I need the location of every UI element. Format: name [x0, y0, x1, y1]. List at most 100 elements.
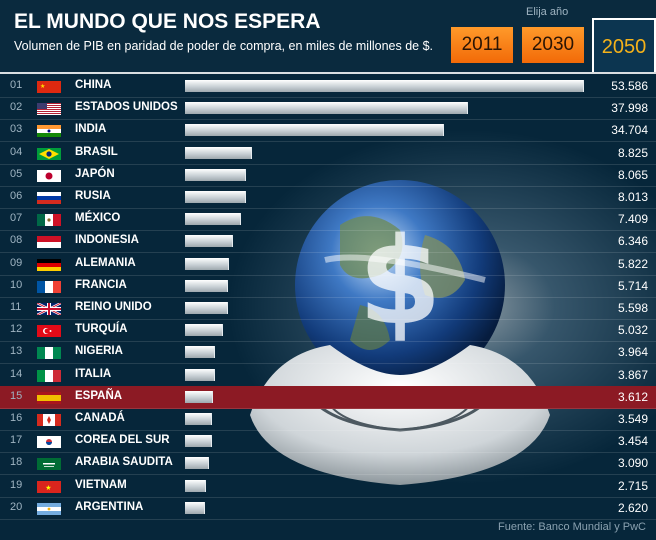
gdp-bar [185, 413, 213, 425]
flag-india-icon [37, 124, 61, 138]
table-row: 02 ESTADOS UNIDOS 37.998 [0, 97, 656, 121]
flag-italy-icon [37, 369, 61, 382]
country-name: MÉXICO [75, 212, 121, 225]
rank-number: 15 [10, 389, 23, 402]
gdp-bar [185, 457, 209, 470]
gdp-value-label: 8.065 [617, 167, 648, 182]
table-row: 18 ARABIA SAUDITA 3.090 [0, 452, 656, 476]
svg-text:$: $ [358, 213, 442, 352]
gdp-value-label: 5.714 [617, 278, 648, 293]
rank-number: 16 [10, 412, 23, 424]
gdp-value-label: 34.704 [611, 123, 648, 138]
rank-number: 01 [10, 79, 23, 91]
gdp-value-label: 3.964 [617, 345, 648, 360]
table-row: 09 ALEMANIA 5.822 [0, 253, 656, 276]
table-row: 19 ★ VIETNAM 2.715 [0, 475, 656, 498]
rank-number: 10 [10, 278, 23, 291]
header-divider [0, 72, 656, 74]
table-row: 05 JAPÓN 8.065 [0, 164, 656, 187]
gdp-value-label: 5.032 [617, 323, 648, 338]
gdp-bar [185, 257, 230, 270]
table-row: 14 ITALIA 3.867 [0, 364, 656, 387]
gdp-bar [185, 390, 213, 403]
page-subtitle: Volumen de PIB en paridad de poder de co… [14, 39, 434, 53]
gdp-bar [185, 346, 216, 359]
gdp-value-label: 53.586 [611, 79, 648, 93]
country-name: BRASIL [75, 145, 118, 158]
gdp-bar [185, 279, 229, 292]
flag-argentina-icon [37, 502, 61, 515]
country-name: JAPÓN [75, 167, 115, 180]
table-row: 08 INDONESIA 6.346 [0, 230, 656, 254]
gdp-bar [185, 80, 584, 92]
gdp-bar [185, 124, 444, 137]
gdp-value-label: 6.346 [617, 234, 648, 249]
globe-icon: $ [250, 180, 550, 485]
svg-text:★: ★ [45, 484, 51, 492]
rank-number: 12 [10, 323, 23, 336]
country-name: ARGENTINA [75, 500, 144, 513]
gdp-bar [185, 235, 234, 248]
table-row: 16 CANADÁ 3.549 [0, 408, 656, 431]
gdp-value-label: 3.549 [617, 412, 648, 426]
gdp-value-label: 3.612 [617, 389, 648, 404]
flag-china-icon: ★ [37, 80, 61, 93]
table-row: 20 ARGENTINA 2.620 [0, 497, 656, 520]
year-prompt: Elija año [526, 6, 569, 18]
flag-canada-icon [37, 413, 61, 426]
table-row: 13 NIGERIA 3.964 [0, 341, 656, 365]
table-row: 04 BRASIL 8.825 [0, 142, 656, 165]
gdp-bar [185, 302, 228, 314]
gdp-value-label: 8.013 [617, 190, 648, 204]
rank-number: 02 [10, 101, 23, 114]
flag-vietnam-icon: ★ [37, 480, 61, 493]
country-name: INDIA [75, 123, 107, 136]
country-name: RUSIA [75, 190, 111, 202]
gdp-value-label: 2.715 [617, 478, 648, 493]
gdp-value-label: 3.867 [617, 367, 648, 382]
gdp-value-label: 8.825 [617, 145, 648, 160]
country-name: REINO UNIDO [75, 301, 152, 313]
table-row: 12 TURQUÍA 5.032 [0, 319, 656, 343]
country-name: ALEMANIA [75, 256, 136, 269]
country-name: ITALIA [75, 367, 112, 380]
flag-turkey-icon [37, 324, 61, 338]
rank-number: 11 [10, 301, 22, 313]
country-name: TURQUÍA [75, 323, 128, 336]
source-note: Fuente: Banco Mundial y PwC [498, 521, 646, 533]
flag-france-icon [37, 280, 61, 293]
flag-usa-icon [37, 102, 61, 116]
rank-number: 17 [10, 434, 23, 447]
country-name: ESPAÑA [75, 389, 123, 402]
gdp-value-label: 2.620 [617, 500, 648, 515]
flag-saudi-icon [37, 457, 61, 471]
table-row: 10 FRANCIA 5.714 [0, 275, 656, 298]
year-button-2030[interactable]: 2030 [522, 27, 584, 63]
gdp-bar [185, 435, 212, 448]
gdp-bar [185, 168, 246, 181]
flag-nigeria-icon [37, 346, 61, 360]
gdp-bar [185, 324, 224, 337]
gdp-value-label: 5.822 [617, 256, 648, 271]
country-name: NIGERIA [75, 345, 123, 358]
gdp-bar [185, 102, 469, 115]
country-name: VIETNAM [75, 478, 127, 491]
rank-number: 09 [10, 256, 23, 269]
rank-number: 18 [10, 456, 23, 469]
rank-number: 08 [10, 234, 23, 247]
table-row: 11 REINO UNIDO 5.598 [0, 297, 656, 320]
year-button-2050[interactable]: 2050 [592, 18, 656, 72]
year-button-2011[interactable]: 2011 [451, 27, 513, 63]
flag-spain-icon [37, 391, 61, 404]
gdp-value-label: 3.090 [617, 456, 648, 471]
rank-number: 19 [10, 478, 23, 491]
gdp-value-label: 37.998 [611, 101, 648, 116]
country-name: COREA DEL SUR [75, 434, 170, 447]
table-row: 15 ESPAÑA 3.612 [0, 385, 656, 409]
flag-uk-icon [36, 301, 62, 317]
flag-mexico-icon [37, 213, 61, 227]
table-row: 01 ★ CHINA 53.586 [0, 75, 656, 98]
rank-number: 05 [10, 167, 23, 180]
gdp-bar [185, 213, 242, 226]
svg-text:★: ★ [40, 83, 45, 90]
